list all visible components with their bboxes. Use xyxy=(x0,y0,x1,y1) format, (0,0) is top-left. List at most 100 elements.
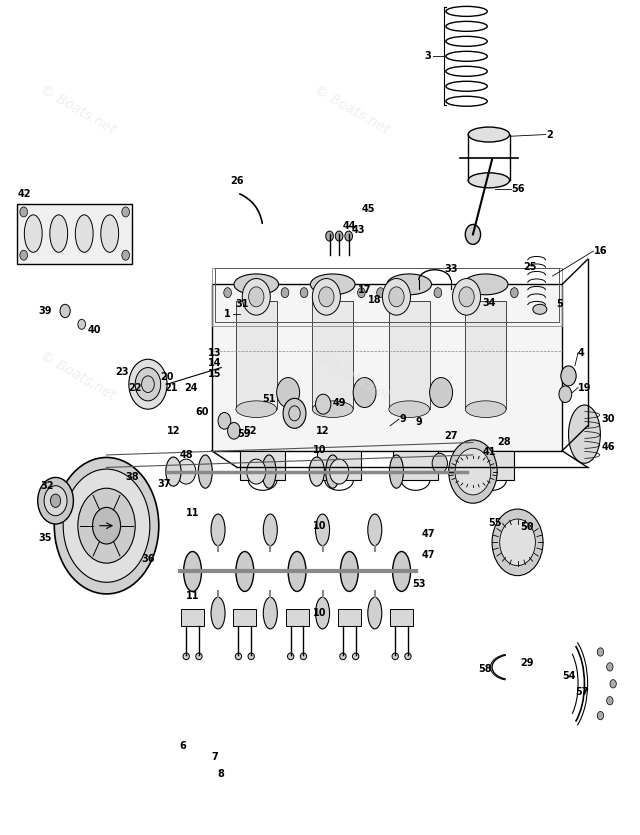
Text: 55: 55 xyxy=(488,519,502,529)
Circle shape xyxy=(135,367,161,401)
Ellipse shape xyxy=(184,551,202,591)
Circle shape xyxy=(44,486,67,516)
Ellipse shape xyxy=(465,401,506,418)
Text: 45: 45 xyxy=(362,205,375,215)
Bar xyxy=(389,301,429,409)
Circle shape xyxy=(389,287,404,306)
Text: 57: 57 xyxy=(575,687,588,697)
Text: © Boats.net: © Boats.net xyxy=(38,349,118,403)
Circle shape xyxy=(281,288,289,297)
Text: 9: 9 xyxy=(415,418,422,428)
Text: 3: 3 xyxy=(425,51,431,61)
Text: 34: 34 xyxy=(483,297,496,307)
Text: 47: 47 xyxy=(422,529,435,539)
Text: 49: 49 xyxy=(333,397,346,407)
Text: 31: 31 xyxy=(236,299,249,309)
Text: 52: 52 xyxy=(243,426,257,436)
Circle shape xyxy=(276,377,300,407)
Text: 43: 43 xyxy=(352,225,365,235)
Text: 28: 28 xyxy=(497,438,511,448)
Ellipse shape xyxy=(463,274,508,295)
Circle shape xyxy=(218,412,231,429)
Text: 38: 38 xyxy=(125,473,140,483)
Bar xyxy=(470,451,515,480)
Text: 14: 14 xyxy=(208,358,221,368)
Circle shape xyxy=(122,207,129,217)
Circle shape xyxy=(319,287,334,306)
Ellipse shape xyxy=(390,455,403,488)
Text: 59: 59 xyxy=(237,429,251,439)
Ellipse shape xyxy=(368,514,382,545)
Text: 6: 6 xyxy=(180,741,186,752)
Ellipse shape xyxy=(353,653,359,660)
Polygon shape xyxy=(212,285,562,451)
Text: © Boats.net: © Boats.net xyxy=(38,83,118,137)
Text: 58: 58 xyxy=(479,664,492,674)
Text: 17: 17 xyxy=(358,286,372,295)
Ellipse shape xyxy=(211,514,225,545)
Text: 42: 42 xyxy=(17,190,31,200)
Ellipse shape xyxy=(340,653,346,660)
Text: 13: 13 xyxy=(208,347,221,357)
Circle shape xyxy=(492,509,543,575)
Ellipse shape xyxy=(309,457,324,486)
Bar xyxy=(215,268,559,321)
Text: 60: 60 xyxy=(195,407,209,417)
Text: 10: 10 xyxy=(313,445,327,455)
Circle shape xyxy=(345,231,353,241)
Circle shape xyxy=(224,288,232,297)
Circle shape xyxy=(38,478,74,524)
Circle shape xyxy=(597,648,604,656)
Circle shape xyxy=(559,386,572,402)
Circle shape xyxy=(129,359,167,409)
Circle shape xyxy=(330,459,349,484)
Ellipse shape xyxy=(393,551,410,591)
Text: 29: 29 xyxy=(520,658,534,668)
Ellipse shape xyxy=(368,597,382,629)
Circle shape xyxy=(597,711,604,720)
Text: 30: 30 xyxy=(602,414,615,424)
Text: 20: 20 xyxy=(161,372,174,382)
Bar xyxy=(17,204,132,264)
Ellipse shape xyxy=(236,653,242,660)
Bar xyxy=(212,268,562,326)
Text: © Boats.net: © Boats.net xyxy=(312,349,392,403)
Circle shape xyxy=(63,469,150,582)
Ellipse shape xyxy=(166,457,181,486)
Circle shape xyxy=(78,488,135,563)
Circle shape xyxy=(312,279,340,315)
Ellipse shape xyxy=(263,597,277,629)
Ellipse shape xyxy=(196,653,202,660)
Circle shape xyxy=(452,279,481,315)
Text: 10: 10 xyxy=(313,521,327,531)
Circle shape xyxy=(453,288,461,297)
Text: 26: 26 xyxy=(230,176,244,186)
Ellipse shape xyxy=(312,401,353,418)
Text: 51: 51 xyxy=(262,394,275,404)
Text: 41: 41 xyxy=(483,448,496,458)
Ellipse shape xyxy=(198,455,212,488)
Circle shape xyxy=(326,231,333,241)
Ellipse shape xyxy=(236,401,276,418)
Ellipse shape xyxy=(316,514,330,545)
Circle shape xyxy=(610,680,616,688)
Circle shape xyxy=(248,287,264,306)
Circle shape xyxy=(60,304,70,317)
Ellipse shape xyxy=(468,173,509,188)
Ellipse shape xyxy=(389,401,429,418)
Bar xyxy=(181,609,204,625)
Circle shape xyxy=(358,288,365,297)
Bar xyxy=(236,301,276,409)
Ellipse shape xyxy=(50,215,68,252)
Ellipse shape xyxy=(387,274,431,295)
Text: 22: 22 xyxy=(128,383,141,393)
Circle shape xyxy=(122,250,129,261)
Text: 33: 33 xyxy=(444,264,458,274)
Text: 2: 2 xyxy=(546,129,553,139)
Text: 39: 39 xyxy=(39,306,52,316)
Ellipse shape xyxy=(326,455,340,488)
Ellipse shape xyxy=(100,215,118,252)
Ellipse shape xyxy=(234,274,278,295)
Ellipse shape xyxy=(236,551,253,591)
Bar xyxy=(312,301,353,409)
